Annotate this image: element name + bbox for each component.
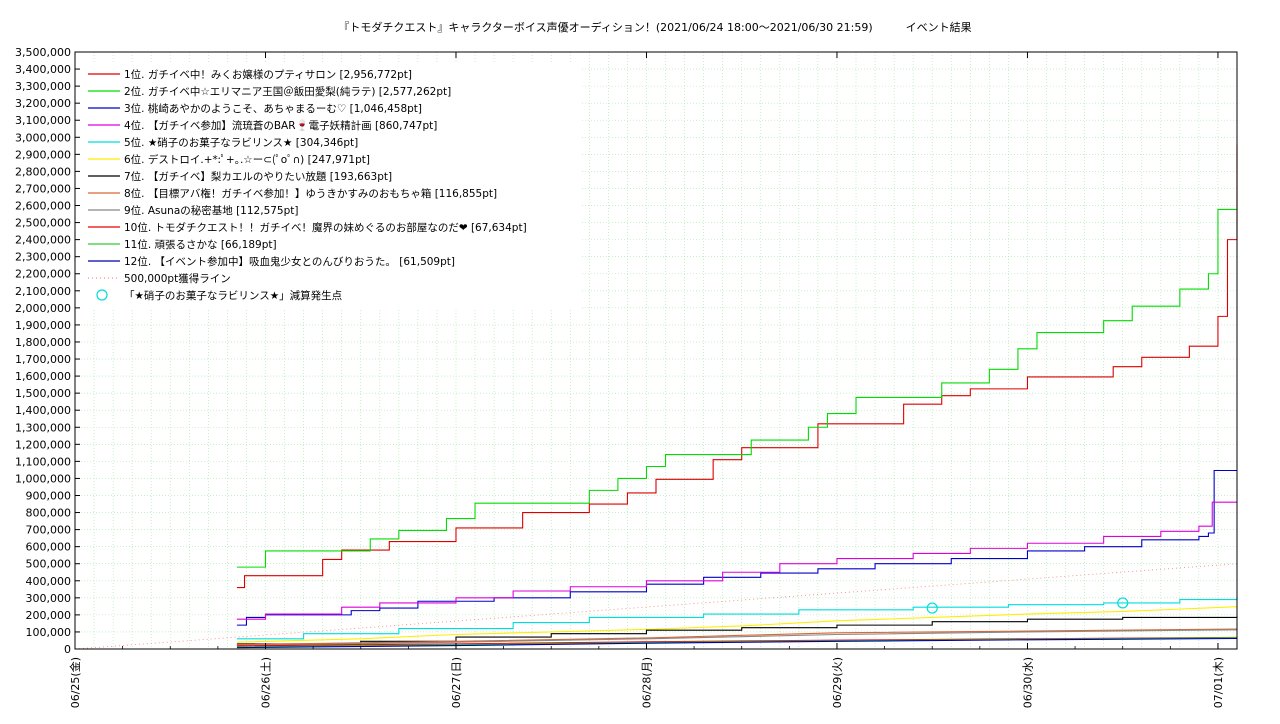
series-line-8: [236, 628, 1238, 646]
legend-label: 3位. 桃崎あやかのようこそ、あちゃまるーむ♡ [1,046,458pt]: [124, 102, 422, 115]
y-tick-label: 500,000: [26, 558, 72, 571]
y-tick-label: 0: [64, 643, 71, 656]
legend-label: 9位. Asunaの秘密基地 [112,575pt]: [124, 204, 299, 217]
legend-label: 4位. 【ガチイベ参加】流琉蒼のBAR🍷電子妖精計画 [860,747pt]: [124, 119, 437, 132]
y-tick-label: 1,700,000: [15, 353, 71, 366]
legend-label: 1位. ガチイベ中！みくお嬢様のプティサロン [2,956,772pt]: [124, 68, 412, 81]
y-tick-label: 200,000: [26, 609, 72, 622]
series-line-6: [236, 606, 1238, 643]
legend-label: 10位. トモダチクエスト！！ガチイベ！魔界の妹めぐるのお部屋なのだ❤ [67,…: [124, 221, 527, 234]
y-tick-label: 2,000,000: [15, 302, 71, 315]
y-tick-label: 1,500,000: [15, 387, 71, 400]
y-tick-label: 2,100,000: [15, 285, 71, 298]
x-tick-label: 06/25(金): [68, 657, 82, 708]
y-tick-label: 1,000,000: [15, 472, 71, 485]
axis-layer: 0 100,000 200,000 300,000 400,000 500,000 600,…: [15, 46, 1238, 708]
series-line-1: [236, 144, 1238, 589]
x-tick-label: 06/27(日): [450, 657, 463, 708]
legend: 1位. ガチイベ中！みくお嬢様のプティサロン [2,956,772pt] 2位. …: [80, 62, 580, 310]
y-tick-label: 2,600,000: [15, 200, 71, 213]
plot-layer: [74, 144, 1238, 650]
legend-label: 8位. 【目標アバ権！ガチイベ参加！】ゆうきかすみのおもちゃ箱 [116,855…: [124, 187, 497, 200]
y-tick-label: 1,100,000: [15, 455, 71, 468]
series-line-7: [236, 615, 1238, 645]
y-tick-label: 2,200,000: [15, 268, 71, 281]
y-tick-label: 1,800,000: [15, 336, 71, 349]
y-tick-label: 3,300,000: [15, 80, 71, 93]
y-tick-label: 2,700,000: [15, 182, 71, 195]
x-tick-label: 06/30(水): [1021, 657, 1034, 708]
y-tick-label: 800,000: [26, 507, 72, 520]
series-line-13: [74, 563, 1238, 650]
series-line-4: [236, 501, 1237, 620]
x-tick-label: 07/01(木): [1212, 657, 1225, 708]
y-tick-label: 3,400,000: [15, 63, 71, 76]
legend-label: 500,000pt獲得ライン: [124, 272, 231, 285]
y-tick-label: 1,200,000: [15, 438, 71, 451]
decrement-marker-1: [926, 602, 938, 614]
series-line-2: [236, 208, 1237, 568]
series-line-12: [236, 637, 1238, 649]
series-line-11: [236, 637, 1238, 648]
y-tick-label: 300,000: [26, 592, 72, 605]
y-tick-label: 900,000: [26, 489, 72, 502]
legend-background: [80, 62, 580, 310]
y-tick-label: 1,300,000: [15, 421, 71, 434]
y-tick-label: 2,800,000: [15, 165, 71, 178]
y-tick-label: 3,200,000: [15, 97, 71, 110]
legend-label: 11位. 頑張るさかな [66,189pt]: [124, 238, 277, 251]
x-tick-label: 06/26(土): [259, 657, 272, 708]
y-tick-label: 600,000: [26, 541, 72, 554]
plot-frame: [74, 51, 1238, 650]
y-tick-label: 400,000: [26, 575, 72, 588]
y-tick-label: 2,400,000: [15, 234, 71, 247]
y-tick-label: 3,100,000: [15, 114, 71, 127]
series-line-9: [236, 629, 1238, 647]
y-tick-label: 2,300,000: [15, 251, 71, 264]
x-tick-label: 06/28(月): [640, 657, 653, 708]
y-tick-label: 2,500,000: [15, 217, 71, 230]
y-tick-label: 1,400,000: [15, 404, 71, 417]
y-tick-label: 1,900,000: [15, 319, 71, 332]
decrement-marker-2: [1117, 597, 1129, 609]
legend-label: 6位. デストロイ.+*:ﾟ+｡.☆ー⊂(ﾟoﾟ∩) [247,971pt]: [124, 153, 370, 166]
series-line-3: [236, 469, 1237, 626]
y-tick-label: 2,900,000: [15, 148, 71, 161]
y-tick-label: 3,000,000: [15, 131, 71, 144]
legend-label: 7位. 【ガチイベ】梨カエルのやりたい放題 [193,663pt]: [124, 170, 392, 183]
legend-label: 12位. 【イベント参加中】吸血鬼少女とのんびりおうた。 [61,509pt]: [124, 255, 455, 268]
y-tick-label: 700,000: [26, 524, 72, 537]
series-line-5: [236, 597, 1238, 640]
legend-marker-swatch: [96, 289, 108, 301]
x-tick-label: 06/29(火): [831, 657, 844, 708]
y-tick-label: 1,600,000: [15, 370, 71, 383]
legend-marker-label: 「★硝子のお菓子なラビリンス★」減算発生点: [124, 289, 342, 302]
legend-label: 2位. ガチイベ中☆エリマニア王国＠飯田愛梨(純ラテ) [2,577,262pt…: [124, 85, 451, 98]
chart-title: 『トモダチクエスト』キャラクターボイス声優オーディション！(2021/06/24…: [338, 20, 971, 34]
legend-label: 5位. ★硝子のお菓子なラビリンス★ [304,346pt]: [124, 136, 358, 149]
y-tick-label: 100,000: [26, 626, 72, 639]
y-tick-label: 3,500,000: [15, 46, 71, 59]
